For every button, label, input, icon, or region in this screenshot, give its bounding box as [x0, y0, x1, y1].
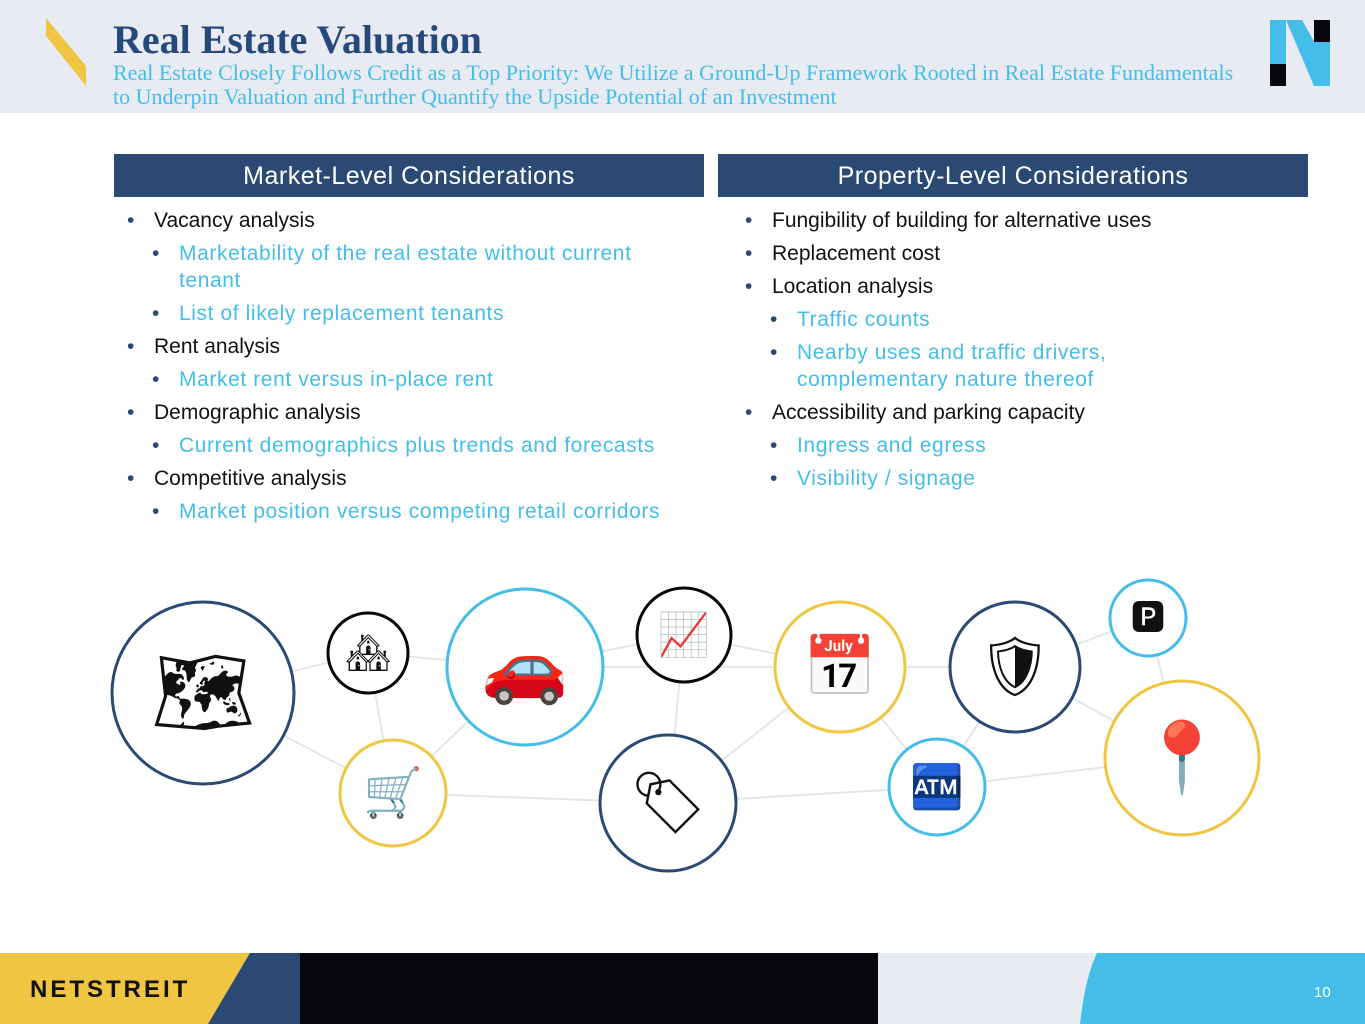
page-title: Real Estate Valuation [113, 17, 482, 62]
property-level-heading: Property-Level Considerations [718, 154, 1308, 197]
houses-circle [326, 611, 410, 695]
calendar-icon: 📅 [803, 632, 876, 701]
list-item: Visibility / signage [732, 465, 1172, 492]
header [0, 0, 1365, 113]
list-item: Current demographics plus trends and for… [114, 432, 694, 459]
list-item: Nearby uses and traffic drivers, complem… [732, 339, 1172, 393]
list-item: Replacement cost [732, 240, 1172, 267]
list-item: Marketability of the real estate without… [114, 240, 694, 294]
list-item: Competitive analysis [114, 465, 694, 492]
cars-circle [445, 587, 605, 747]
market-list: Vacancy analysis Marketability of the rea… [114, 207, 694, 531]
property-list: Fungibility of building for alternative … [732, 207, 1172, 498]
list-item: Accessibility and parking capacity [732, 399, 1172, 426]
list-item: Fungibility of building for alternative … [732, 207, 1172, 234]
location-pin-circle [1103, 679, 1261, 837]
accent-stripe [46, 18, 86, 86]
footer-bar [0, 953, 1365, 1024]
chart-circle [635, 586, 733, 684]
footer-brand: NETSTREIT [30, 976, 191, 1003]
cars-icon: 🚗 [481, 625, 568, 707]
price-tag-circle [598, 733, 738, 873]
blueprint-icon: 🗺 [151, 645, 255, 740]
location-pin-icon: 📍 [1139, 718, 1225, 798]
blueprint-circle [110, 600, 296, 786]
list-item: Demographic analysis [114, 399, 694, 426]
list-item: Vacancy analysis [114, 207, 694, 234]
netstreit-logo [1270, 20, 1330, 86]
list-item: List of likely replacement tenants [114, 300, 694, 327]
page-number: 10 [1314, 984, 1331, 1001]
list-item: Rent analysis [114, 333, 694, 360]
parking-meter-icon: 🅿 [1131, 598, 1165, 638]
highway-shield-icon: 🛡 [978, 632, 1053, 701]
page-subtitle: Real Estate Closely Follows Credit as a … [113, 60, 1234, 109]
houses-icon: 🏘 [345, 633, 391, 674]
highway-shield-circle [948, 600, 1082, 734]
shopping-cart-icon: 🛒 [363, 765, 423, 821]
list-item: Ingress and egress [732, 432, 1172, 459]
cash-register-icon: 🏧 [910, 762, 964, 812]
parking-meter-circle [1108, 578, 1188, 658]
calendar-circle [773, 600, 907, 734]
chart-icon: 📈 [658, 610, 710, 659]
list-item: Market position versus competing retail … [114, 498, 694, 525]
shopping-cart-circle [338, 738, 448, 848]
list-item: Traffic counts [732, 306, 1172, 333]
list-item: Location analysis [732, 273, 1172, 300]
market-level-heading: Market-Level Considerations [114, 154, 704, 197]
icon-network: 🗺 🏘 🚗 📈 🛒 🏷 📅 🛡 🅿 🏧 📍 [110, 578, 1261, 873]
price-tag-icon: 🏷 [629, 767, 706, 838]
cash-register-circle [887, 737, 987, 837]
list-item: Market rent versus in-place rent [114, 366, 694, 393]
